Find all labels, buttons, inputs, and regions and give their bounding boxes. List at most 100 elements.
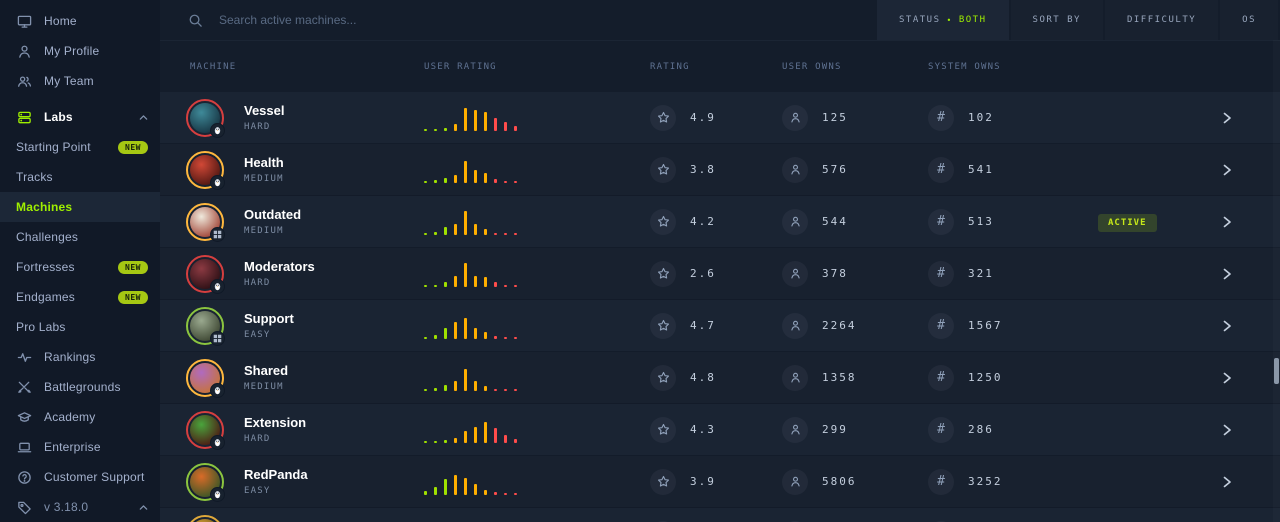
sidebar-item-battlegrounds[interactable]: Battlegrounds [0, 372, 160, 402]
histogram-bar [504, 388, 507, 391]
histogram-bar [464, 317, 467, 339]
scrollbar-track[interactable] [1273, 40, 1280, 522]
histogram-bar [504, 434, 507, 443]
histogram-bar [444, 127, 447, 131]
machine-row-extension[interactable]: Extension HARD 4.3 299 # 286 [160, 404, 1280, 456]
histogram-bar [464, 160, 467, 183]
histogram-bar [484, 276, 487, 287]
sidebar-item-enterprise[interactable]: Enterprise [0, 432, 160, 462]
machine-row-support[interactable]: Support EASY 4.7 2264 # 1567 [160, 300, 1280, 352]
sidebar-item-my-team[interactable]: My Team [0, 66, 160, 96]
linux-os-icon [210, 122, 225, 138]
filter-button-sort-by[interactable]: SORT BY [1010, 0, 1103, 40]
user-rating-histogram [424, 365, 650, 391]
chevron-right-icon[interactable] [1218, 476, 1280, 488]
version-tag-icon [16, 499, 32, 515]
col-header-rating: RATING [650, 61, 690, 72]
histogram-bar [484, 385, 487, 391]
linux-os-icon [210, 278, 225, 294]
machine-row-8[interactable]: # [160, 508, 1280, 522]
histogram-bar [494, 427, 497, 443]
sidebar-item-customer-support[interactable]: Customer Support [0, 462, 160, 492]
histogram-bar [494, 178, 497, 183]
sidebar-item-endgames[interactable]: Endgames NEW [0, 282, 160, 312]
new-badge: NEW [118, 290, 148, 304]
main-content: STATUS • BOTH SORT BY DIFFICULTY OS MACH… [160, 0, 1280, 522]
histogram-bar [424, 440, 427, 443]
chevron-right-icon[interactable] [1218, 216, 1280, 228]
histogram-bar [494, 491, 497, 495]
machine-row-shared[interactable]: Shared MEDIUM 4.8 1358 # 1250 [160, 352, 1280, 404]
filter-button-status[interactable]: STATUS • BOTH [877, 0, 1009, 40]
histogram-bar [434, 231, 437, 235]
histogram-bar [454, 321, 457, 339]
star-icon [650, 260, 676, 287]
chevron-right-icon[interactable] [1218, 268, 1280, 280]
chevron-right-icon[interactable] [1218, 320, 1280, 332]
col-header-user-owns: USER OWNS [782, 61, 842, 72]
sidebar-item-pro-labs[interactable]: Pro Labs [0, 312, 160, 342]
machine-avatar [186, 306, 225, 346]
filter-button-os[interactable]: OS [1220, 0, 1278, 40]
machine-row-health[interactable]: Health MEDIUM 3.8 576 # 541 [160, 144, 1280, 196]
histogram-bar [464, 477, 467, 495]
sidebar-item-challenges[interactable]: Challenges [0, 222, 160, 252]
sidebar-item-label: My Profile [44, 44, 100, 58]
sidebar-item-my-profile[interactable]: My Profile [0, 36, 160, 66]
sidebar-item-labs[interactable]: Labs [0, 102, 160, 132]
rating-value: 4.3 [690, 423, 716, 436]
star-icon [650, 312, 676, 339]
user-owns-value: 544 [822, 215, 848, 228]
machine-difficulty: EASY [244, 330, 271, 340]
user-rating-histogram [424, 105, 650, 131]
sidebar-item-fortresses[interactable]: Fortresses NEW [0, 252, 160, 282]
chevron-right-icon[interactable] [1218, 372, 1280, 384]
filter-label: STATUS [899, 15, 941, 25]
histogram-bar [454, 437, 457, 443]
sidebar-version[interactable]: v 3.18.0 [0, 492, 160, 522]
machine-row-outdated[interactable]: Outdated MEDIUM 4.2 544 # 513 ACTIVE [160, 196, 1280, 248]
sidebar-item-home[interactable]: Home [0, 6, 160, 36]
machine-avatar [186, 410, 225, 450]
machine-name: Shared [244, 363, 289, 378]
star-icon [650, 364, 676, 391]
user-icon [782, 468, 808, 495]
histogram-bar [444, 226, 447, 235]
machine-name: Support [244, 311, 294, 326]
histogram-bar [474, 327, 477, 339]
system-owns-value: 3252 [968, 475, 1003, 488]
chevron-right-icon[interactable] [1218, 164, 1280, 176]
histogram-bar [424, 336, 427, 339]
filter-value: BOTH [958, 15, 987, 25]
sidebar-item-label: Starting Point [16, 140, 91, 154]
machine-row-moderators[interactable]: Moderators HARD 2.6 378 # 321 [160, 248, 1280, 300]
chevron-right-icon[interactable] [1218, 424, 1280, 436]
histogram-bar [454, 174, 457, 183]
sidebar-item-label: Labs [44, 110, 73, 124]
histogram-bar [514, 336, 517, 339]
system-owns-value: 541 [968, 163, 994, 176]
histogram-bar [514, 232, 517, 235]
star-icon [650, 416, 676, 443]
table-header-row: MACHINE USER RATING RATING USER OWNS SYS… [160, 40, 1280, 92]
search-input[interactable] [219, 13, 519, 27]
filter-button-difficulty[interactable]: DIFFICULTY [1104, 0, 1219, 40]
machine-row-vessel[interactable]: Vessel HARD 4.9 125 # 102 [160, 92, 1280, 144]
sidebar-item-academy[interactable]: Academy [0, 402, 160, 432]
histogram-bar [464, 210, 467, 235]
histogram-bar [494, 117, 497, 131]
machine-list: Vessel HARD 4.9 125 # 102 [160, 92, 1280, 522]
scrollbar-thumb[interactable] [1274, 358, 1279, 384]
machine-row-redpanda[interactable]: RedPanda EASY 3.9 5806 # 3252 [160, 456, 1280, 508]
sidebar-item-starting-point[interactable]: Starting Point NEW [0, 132, 160, 162]
histogram-bar [474, 275, 477, 287]
machine-difficulty: MEDIUM [244, 382, 284, 392]
sidebar-item-tracks[interactable]: Tracks [0, 162, 160, 192]
chevron-right-icon[interactable] [1218, 112, 1280, 124]
rating-value: 4.9 [690, 111, 716, 124]
sidebar-item-rankings[interactable]: Rankings [0, 342, 160, 372]
histogram-bar [434, 128, 437, 131]
sidebar-item-machines[interactable]: Machines [0, 192, 160, 222]
rating-value: 3.9 [690, 475, 716, 488]
col-header-system-owns: SYSTEM OWNS [928, 61, 1001, 72]
